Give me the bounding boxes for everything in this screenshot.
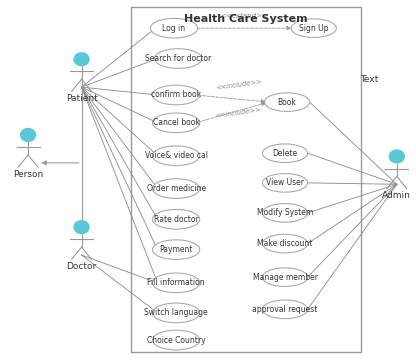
Ellipse shape xyxy=(265,93,310,111)
Ellipse shape xyxy=(262,174,307,192)
Circle shape xyxy=(20,128,36,142)
Text: Switch language: Switch language xyxy=(144,309,208,318)
Text: Fill information: Fill information xyxy=(147,278,205,287)
Text: Book: Book xyxy=(277,98,297,107)
Text: Rate doctor: Rate doctor xyxy=(154,215,198,224)
Text: <<include>>: <<include>> xyxy=(214,106,261,118)
Ellipse shape xyxy=(152,146,200,166)
Text: Sign Up: Sign Up xyxy=(299,24,329,33)
Text: Make discount: Make discount xyxy=(258,239,313,248)
Text: Admin: Admin xyxy=(382,192,411,201)
Ellipse shape xyxy=(152,179,200,198)
Text: confirm book: confirm book xyxy=(151,90,201,99)
Text: <<extend>>: <<extend>> xyxy=(220,13,268,19)
Ellipse shape xyxy=(152,240,200,260)
Text: Text: Text xyxy=(360,76,379,85)
Text: View User: View User xyxy=(266,178,304,187)
Text: Search for doctor: Search for doctor xyxy=(145,54,211,63)
Text: Doctor: Doctor xyxy=(67,262,97,271)
Text: Choice Country: Choice Country xyxy=(147,336,206,345)
Ellipse shape xyxy=(152,85,200,105)
Ellipse shape xyxy=(154,49,202,68)
Text: Modify System: Modify System xyxy=(257,208,313,217)
Text: Health Care System: Health Care System xyxy=(184,14,308,24)
Ellipse shape xyxy=(152,273,200,293)
Text: approval request: approval request xyxy=(253,305,318,314)
Text: Manage member: Manage member xyxy=(253,273,317,282)
Ellipse shape xyxy=(262,268,307,287)
Text: Delete: Delete xyxy=(272,149,297,158)
Ellipse shape xyxy=(152,303,200,323)
Text: Person: Person xyxy=(13,170,43,179)
FancyBboxPatch shape xyxy=(131,8,361,352)
Circle shape xyxy=(73,52,90,66)
Text: Log in: Log in xyxy=(163,24,186,33)
Ellipse shape xyxy=(152,330,200,350)
Ellipse shape xyxy=(152,210,200,229)
Text: Voice& video cal: Voice& video cal xyxy=(145,151,208,160)
Ellipse shape xyxy=(262,203,307,222)
Text: Payment: Payment xyxy=(159,245,193,254)
Circle shape xyxy=(389,149,405,163)
Text: Order medicine: Order medicine xyxy=(146,184,206,193)
Ellipse shape xyxy=(262,144,307,162)
Circle shape xyxy=(73,220,90,234)
Ellipse shape xyxy=(262,234,307,253)
Ellipse shape xyxy=(152,113,200,133)
Text: <<include>>: <<include>> xyxy=(215,79,262,91)
Ellipse shape xyxy=(291,19,337,37)
Text: Patient: Patient xyxy=(66,94,97,103)
Ellipse shape xyxy=(262,300,307,319)
Ellipse shape xyxy=(151,18,198,38)
Text: Cancel book: Cancel book xyxy=(153,118,200,127)
